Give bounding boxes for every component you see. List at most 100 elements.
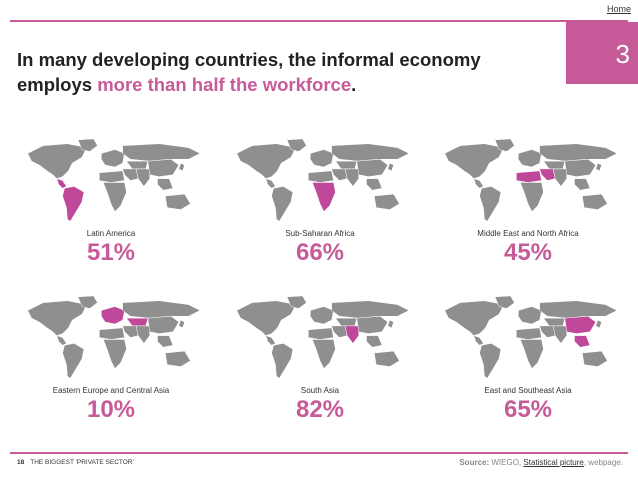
region-percentage: 45% [503,239,553,266]
map-shape-greenland [286,295,307,309]
map-shape-japan [595,319,602,329]
map-shape-southasia [344,168,359,187]
region-east-southeast-asia: East and Southeast Asia 65% [428,293,628,433]
map-shape-central-highlighted [56,178,67,189]
map-shape-sam [271,186,294,222]
map-shape-southasia-highlighted [344,325,359,344]
region-label: Sub-Saharan Africa [285,229,355,238]
map-shape-greenland [494,295,515,309]
map-shape-australia [373,193,400,210]
region-label: South Asia [300,386,340,395]
map-shape-casia [335,160,358,170]
region-label: Latin America [86,229,136,238]
map-shape-russia [122,300,201,319]
world-map-latin-america [27,138,201,222]
footer-section: 18 THE BIGGEST 'PRIVATE SECTOR' [17,459,134,466]
map-shape-casia [126,160,149,170]
footer-page-number: 18 [17,459,25,466]
map-shape-nafrica [99,327,125,340]
map-shape-russia [331,143,410,162]
source-label: Source: [459,458,490,467]
map-shape-nam [444,143,505,179]
region-south-asia: South Asia 82% [220,293,420,433]
map-shape-southasia [135,325,150,344]
map-shape-central [265,178,276,189]
map-shape-japan [387,319,394,329]
region-label: Eastern Europe and Central Asia [52,386,170,395]
map-shape-eastasia-highlighted [564,315,597,334]
region-percentage: 66% [295,239,345,266]
map-shape-japan [178,162,185,172]
region-percentage: 51% [86,239,136,266]
map-shape-mideast-highlighted [539,168,556,181]
home-link[interactable]: Home [606,4,631,14]
footer-section-title: THE BIGGEST 'PRIVATE SECTOR' [30,459,134,466]
map-shape-europe [518,149,542,168]
map-shape-nafrica [516,327,542,340]
map-shape-seasia [366,335,383,348]
map-shape-greenland [286,138,307,152]
region-sub-saharan-africa: Sub-Saharan Africa 66% [220,136,420,276]
map-shape-australia [581,193,608,210]
map-shape-japan [387,162,394,172]
map-shape-seasia [157,178,174,191]
page-number-badge: 3 [566,22,638,84]
bottom-rule [10,452,628,454]
map-shape-southasia [552,325,567,344]
map-shape-mideast [331,168,348,181]
map-shape-casia [543,160,566,170]
map-shape-ssafrica [519,339,544,369]
world-map-east-southeast-asia [444,295,618,379]
map-shape-mideast [122,325,139,338]
map-shape-eastasia [564,158,597,177]
map-shape-eastasia [147,315,180,334]
map-shape-sam-highlighted [62,186,85,222]
page-title: In many developing countries, the inform… [17,47,547,97]
map-shape-mideast [539,325,556,338]
map-shape-nam [27,300,88,336]
map-shape-central [473,335,484,346]
map-shape-sam [479,186,502,222]
map-shape-sam [62,343,85,379]
world-map-eastern-europe-central-asia [27,295,201,379]
map-shape-russia [539,143,618,162]
headline-end: . [351,74,357,95]
region-label: Middle East and North Africa [477,229,579,238]
source-end: , webpage. [583,458,623,467]
map-shape-southasia [135,168,150,187]
map-shape-eastasia [356,158,389,177]
region-middle-east-north-africa: Middle East and North Africa 45% [428,136,628,276]
map-shape-nam [444,300,505,336]
map-shape-casia [543,317,566,327]
map-shape-ssafrica [102,182,127,212]
map-shape-seasia [366,178,383,191]
map-shape-europe [518,306,542,325]
map-shape-australia [164,193,191,210]
map-shape-seasia-highlighted [574,335,591,348]
region-percentage: 82% [295,396,345,423]
map-shape-europe-highlighted [101,306,125,325]
map-shape-greenland [494,138,515,152]
map-shape-nafrica [99,170,125,183]
map-shape-central [473,178,484,189]
region-latin-america: Latin America 51% [11,136,211,276]
map-shape-casia [335,317,358,327]
map-shape-sam [479,343,502,379]
map-shape-russia [539,300,618,319]
map-shape-sam [271,343,294,379]
map-shape-greenland [77,295,98,309]
map-shape-nafrica [308,170,334,183]
map-shape-greenland [77,138,98,152]
source-org: WIEGO, [491,458,522,467]
world-map-sub-saharan-africa [236,138,410,222]
world-map-south-asia [236,295,410,379]
source-link[interactable]: Statistical picture [523,458,584,467]
region-label: East and Southeast Asia [484,386,572,395]
map-shape-seasia [574,178,591,191]
map-shape-ssafrica [311,339,336,369]
map-shape-central [56,335,67,346]
map-shape-nam [236,300,297,336]
map-shape-casia-highlighted [126,317,149,327]
map-shape-nafrica-highlighted [516,170,542,183]
map-shape-australia [373,350,400,367]
